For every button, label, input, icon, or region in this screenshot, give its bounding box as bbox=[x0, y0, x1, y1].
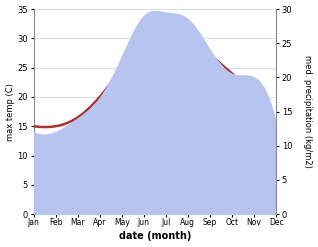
Y-axis label: max temp (C): max temp (C) bbox=[5, 83, 15, 141]
Y-axis label: med. precipitation (kg/m2): med. precipitation (kg/m2) bbox=[303, 55, 313, 168]
X-axis label: date (month): date (month) bbox=[119, 231, 191, 242]
